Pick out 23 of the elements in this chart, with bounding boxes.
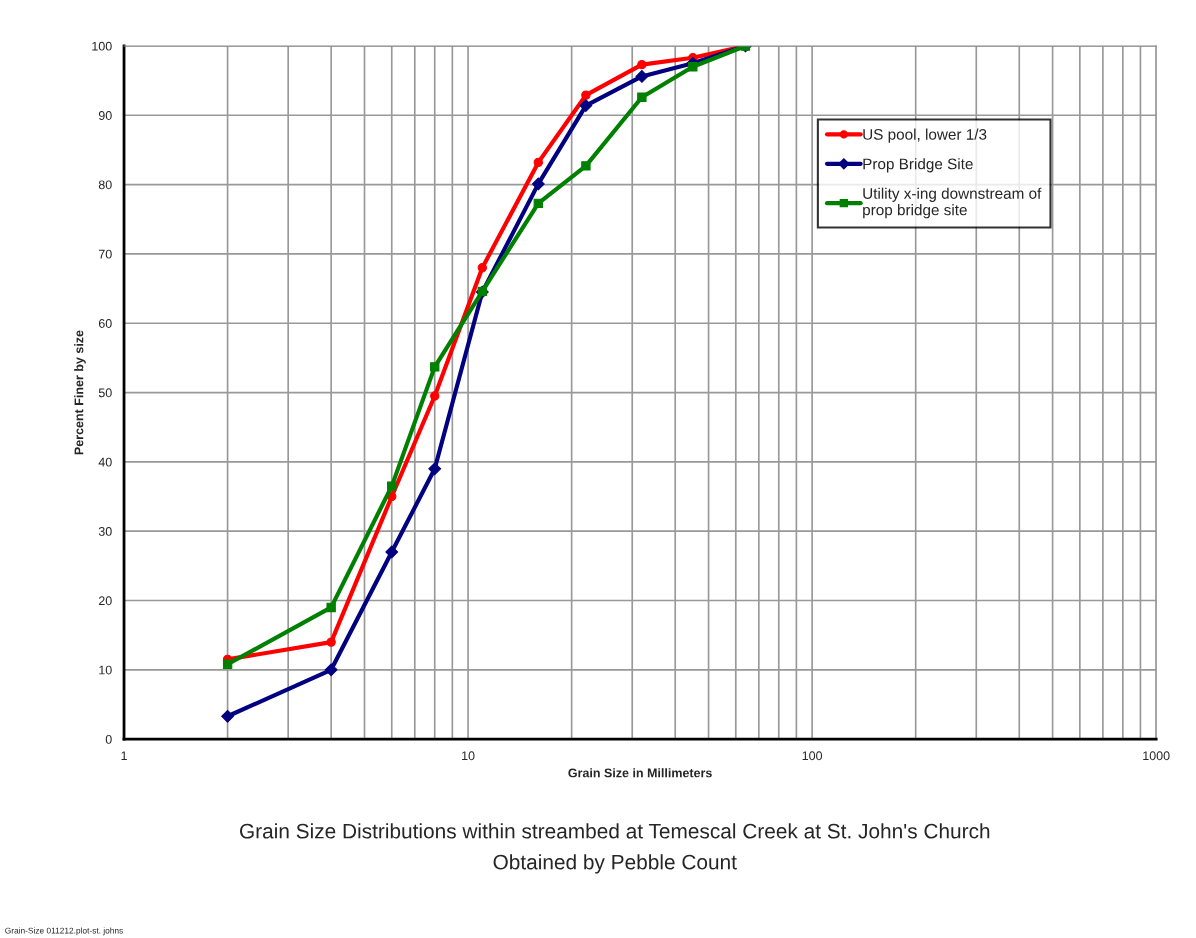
x-tick-label: 10 [462,751,475,761]
y-tick-label: 10 [99,665,112,675]
y-tick-label: 0 [105,734,112,744]
text: Grain Size Distributions within streambed at Temescal Creek at St. John's Church [240,823,990,839]
y-tick-label: 40 [98,457,112,467]
text: Obtained by Pebble Count [493,854,737,874]
x-tick-label: 1000 [1143,751,1170,761]
x-tick-label: 100 [802,751,823,761]
y-tick-label: 80 [98,180,112,190]
y-tick-label: 70 [98,249,112,259]
legend-label: Utility x-ing downstream of prop bridge site [863,187,1042,219]
y-axis-title: Percent Finer by size [74,330,86,455]
y-tick-label: 20 [98,596,112,606]
legend-label: Prop Bridge Site [863,158,973,173]
x-axis-title: Grain Size in Millimeters [568,768,712,778]
y-tick-label: 30 [98,526,112,536]
y-tick-label: 60 [98,319,112,328]
y-tick-label: 50 [98,388,112,398]
y-tick-label: 90 [98,111,112,120]
x-tick-label: 1 [121,751,127,761]
legend-label: US pool, lower 1/3 [863,128,987,143]
y-tick-label: 100 [92,41,112,51]
text: Grain-Size 011212.plot-st. johns [5,927,123,936]
